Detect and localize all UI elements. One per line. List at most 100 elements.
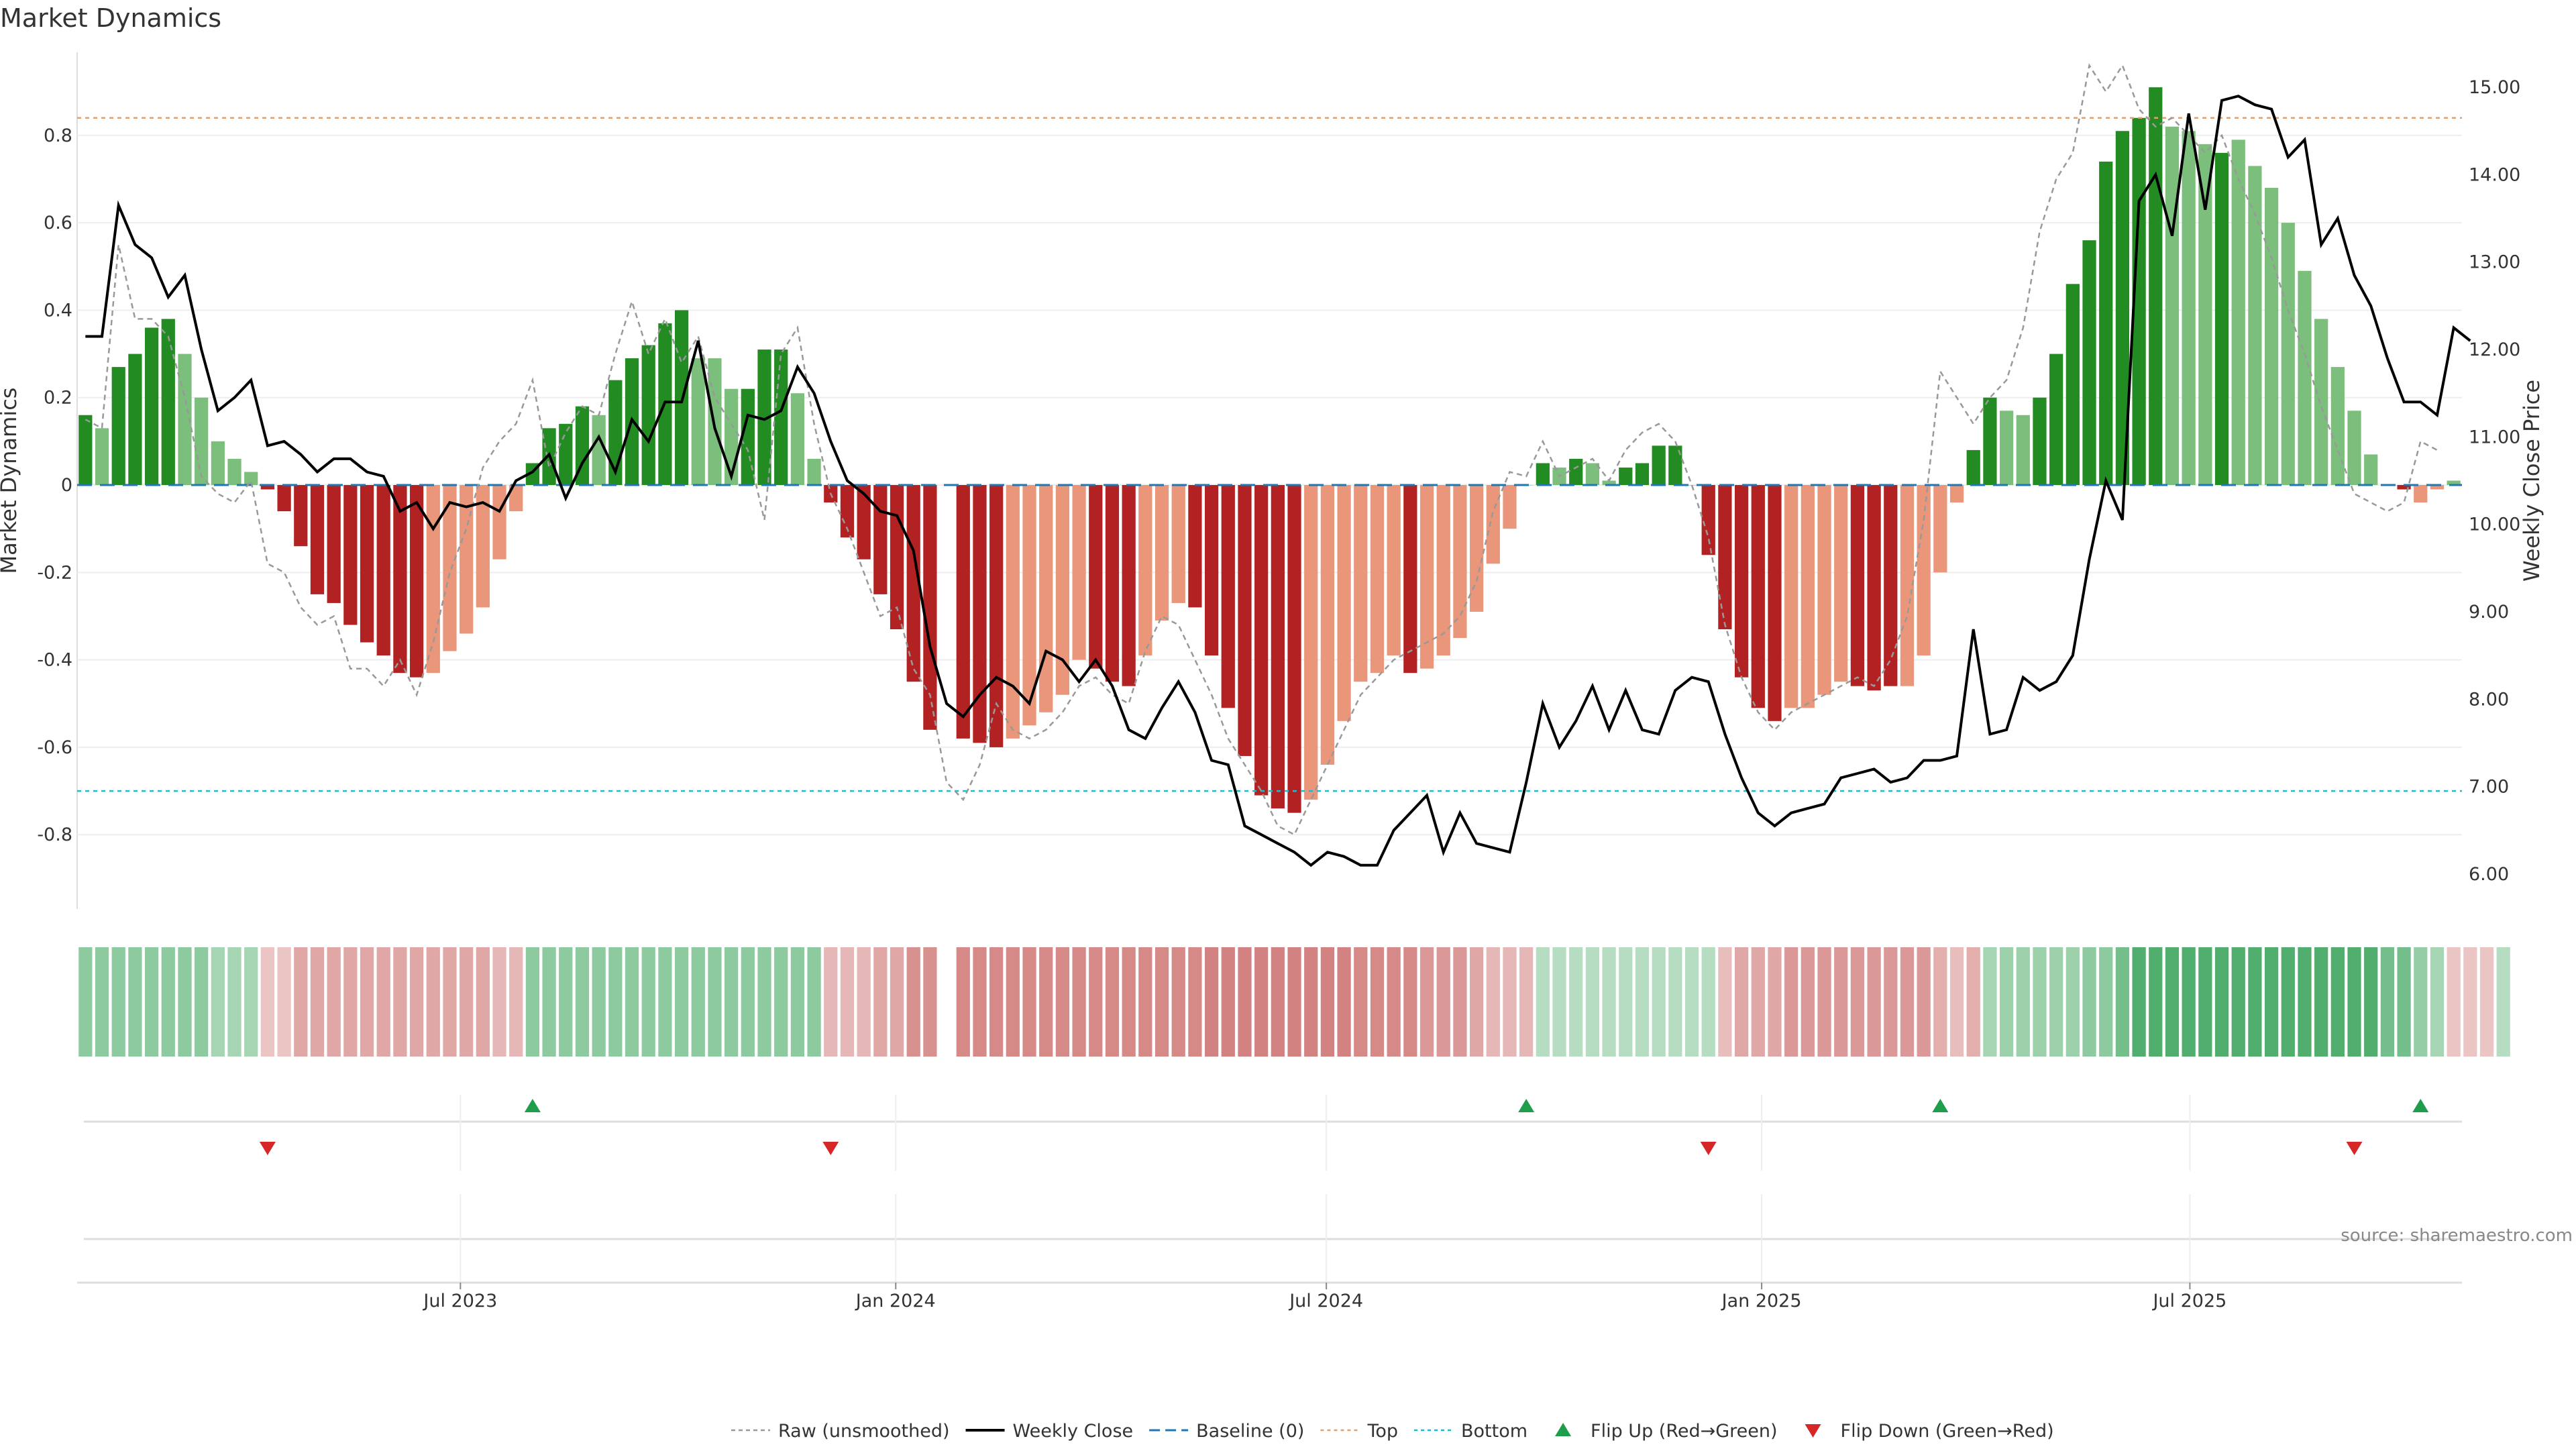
- regime-cell: [1469, 947, 1484, 1057]
- dynamics-bar: [1320, 485, 1335, 765]
- regime-cell: [211, 947, 225, 1057]
- regime-cell: [1751, 947, 1765, 1057]
- dynamics-bar: [1784, 485, 1799, 708]
- left-tick-label: 0.6: [44, 213, 72, 233]
- regime-cell: [724, 947, 739, 1057]
- flip-down-marker: [259, 1142, 276, 1155]
- dynamics-bar: [2165, 126, 2180, 486]
- dynamics-bar: [1999, 411, 2014, 486]
- x-tick-label: Jul 2024: [1288, 1291, 1363, 1311]
- legend-label: Flip Up (Red→Green): [1591, 1421, 1778, 1442]
- dynamics-bar: [260, 485, 275, 490]
- dynamics-bar: [2033, 397, 2047, 486]
- dynamics-bar: [1089, 485, 1103, 669]
- regime-cell: [1900, 947, 1915, 1057]
- empty-panel: [84, 1194, 2462, 1283]
- dynamics-bar: [807, 458, 821, 486]
- legend-swatch: [1555, 1423, 1572, 1436]
- regime-cell: [2347, 947, 2361, 1057]
- dynamics-bar: [1585, 463, 1600, 486]
- regime-cell: [2082, 947, 2096, 1057]
- dynamics-bar: [244, 472, 258, 486]
- legend-item-flip_down: Flip Down (Green→Red): [1805, 1421, 2054, 1442]
- right-tick-label: 6.00: [2469, 864, 2509, 885]
- regime-cell: [426, 947, 440, 1057]
- regime-cell: [310, 947, 325, 1057]
- dynamics-bar: [1635, 463, 1650, 486]
- regime-cell: [1453, 947, 1467, 1057]
- regime-cell: [2496, 947, 2510, 1057]
- dynamics-bar: [1983, 397, 1997, 486]
- flip-down-marker: [822, 1142, 839, 1155]
- regime-cell: [857, 947, 871, 1057]
- dynamics-bar: [1436, 485, 1450, 656]
- dynamics-bar: [360, 485, 374, 643]
- right-tick-label: 7.00: [2469, 777, 2509, 798]
- dynamics-bar: [2447, 480, 2461, 486]
- regime-cell: [559, 947, 573, 1057]
- regime-cell: [111, 947, 125, 1057]
- regime-cell: [128, 947, 142, 1057]
- regime-cell: [2049, 947, 2063, 1057]
- dynamics-bar: [2248, 166, 2262, 486]
- dynamics-bar: [2016, 415, 2030, 486]
- dynamics-bar: [1022, 485, 1036, 726]
- regime-cell: [1354, 947, 1368, 1057]
- regime-cell: [2380, 947, 2395, 1057]
- dynamics-bar: [1354, 485, 1368, 682]
- dynamics-bar: [277, 485, 291, 512]
- regime-cell: [1370, 947, 1385, 1057]
- regime-cell: [1155, 947, 1169, 1057]
- right-tick-label: 8.00: [2469, 689, 2509, 710]
- dynamics-bar: [1188, 485, 1202, 608]
- dynamics-bar: [1619, 467, 1633, 486]
- regime-cell: [227, 947, 241, 1057]
- regime-cell: [674, 947, 689, 1057]
- flip-up-marker: [1932, 1099, 1949, 1112]
- regime-cell: [1718, 947, 1732, 1057]
- legend-label: Flip Down (Green→Red): [1841, 1421, 2054, 1442]
- regime-cell: [2099, 947, 2113, 1057]
- dynamics-bar: [2298, 270, 2312, 486]
- regime-cell: [625, 947, 639, 1057]
- dynamics-bar: [1867, 485, 1881, 691]
- dynamics-bar: [2430, 485, 2445, 490]
- regime-cell: [1238, 947, 1252, 1057]
- regime-cell: [1784, 947, 1799, 1057]
- regime-cell: [1801, 947, 1815, 1057]
- dynamics-bar: [343, 485, 358, 625]
- regime-cell: [542, 947, 556, 1057]
- right-tick-label: 12.00: [2469, 339, 2520, 360]
- dynamics-bar: [1469, 485, 1484, 612]
- dynamics-bar: [1419, 485, 1434, 669]
- regime-cell: [1850, 947, 1865, 1057]
- regime-cell: [1006, 947, 1020, 1057]
- flip-up-marker: [524, 1099, 541, 1112]
- dynamics-bar: [691, 358, 705, 486]
- dynamics-bar: [1155, 485, 1169, 621]
- dynamics-bar: [1370, 485, 1385, 674]
- regime-cell: [2198, 947, 2212, 1057]
- regime-cell: [1652, 947, 1666, 1057]
- regime-cell: [1221, 947, 1235, 1057]
- regime-cell: [2214, 947, 2229, 1057]
- regime-cell: [1436, 947, 1450, 1057]
- regime-cell: [476, 947, 490, 1057]
- regime-cell: [2016, 947, 2030, 1057]
- right-tick-label: 15.00: [2469, 77, 2520, 98]
- dynamics-bar: [956, 485, 970, 739]
- regime-cell: [2314, 947, 2328, 1057]
- regime-cell: [973, 947, 987, 1057]
- right-tick-label: 13.00: [2469, 252, 2520, 273]
- regime-cell: [1337, 947, 1351, 1057]
- regime-cell: [2182, 947, 2196, 1057]
- x-tick-label: Jul 2025: [2151, 1291, 2226, 1311]
- regime-cell: [1122, 947, 1136, 1057]
- regime-cell: [1933, 947, 1947, 1057]
- regime-cell: [492, 947, 506, 1057]
- regime-cell: [1536, 947, 1550, 1057]
- regime-cell: [393, 947, 407, 1057]
- dynamics-bar: [2198, 144, 2212, 486]
- regime-cell: [2132, 947, 2146, 1057]
